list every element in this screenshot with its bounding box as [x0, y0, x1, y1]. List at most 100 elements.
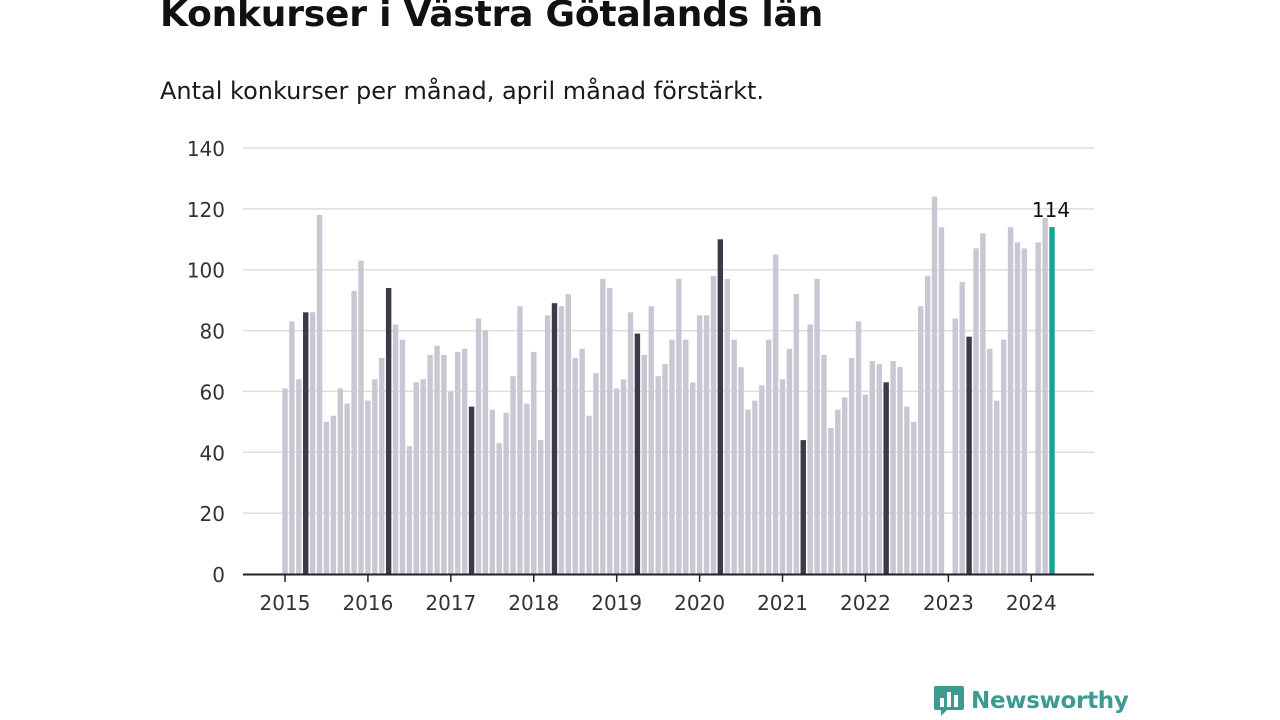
bar-2018-05 [558, 306, 565, 574]
bar-2019-09 [669, 339, 675, 574]
bar-2018-11 [600, 278, 606, 574]
bar-2019-05 [641, 354, 648, 574]
bar-2022-12 [938, 227, 945, 574]
bar-2022-09 [918, 306, 924, 574]
x-tick-label: 2024 [1006, 591, 1057, 615]
bar-2020-08 [745, 409, 751, 574]
bar-2018-02 [537, 440, 544, 574]
newsworthy-logo: Newsworthy [933, 683, 1129, 719]
bar-2017-11 [517, 306, 523, 574]
bar-2015-09 [337, 388, 343, 574]
bar-2022-01 [862, 394, 869, 574]
bar-2022-03 [876, 364, 882, 574]
bar-2019-06 [648, 306, 654, 574]
bar-2015-12 [358, 260, 364, 574]
bar-2020-11 [766, 339, 772, 574]
bar-2020-06 [731, 339, 737, 574]
bar-2015-03 [296, 379, 302, 574]
bar-2021-10 [842, 397, 848, 574]
bar-2020-05 [724, 278, 730, 574]
x-tick-label: 2016 [342, 591, 393, 615]
bar-2019-02 [620, 379, 627, 574]
bar-2021-05 [807, 324, 813, 574]
x-tick-label: 2021 [757, 591, 808, 615]
x-tick-label: 2018 [508, 591, 559, 615]
bar-2017-03 [461, 348, 468, 574]
bar-2018-07 [572, 357, 578, 574]
bar-2020-01 [696, 315, 703, 574]
bar-2016-01 [365, 400, 371, 574]
bar-2017-09 [503, 412, 509, 574]
bar-2023-11 [1014, 242, 1021, 575]
bar-2016-02 [372, 379, 378, 574]
bar-chart: 0 20 40 60 80 100 120 140 114 2015 2016 2017 2018 201… [187, 137, 1094, 615]
y-tick-label: 120 [187, 198, 225, 222]
bar-2023-10 [1007, 227, 1014, 574]
chart-subtitle: Antal konkurser per månad, april månad f… [160, 77, 765, 105]
y-tick-label: 80 [200, 320, 225, 344]
bar-2023-05 [973, 248, 979, 574]
bar-2019-04 [634, 333, 641, 574]
bar-2020-09 [752, 400, 758, 574]
bar-2020-04 [717, 239, 724, 575]
bar-2022-05 [890, 361, 896, 574]
bar-2024-02 [1035, 242, 1041, 575]
bar-2023-12 [1021, 248, 1028, 574]
bar-2023-08 [994, 400, 1000, 574]
bar-2015-04 [303, 312, 309, 574]
bar-2023-09 [1000, 339, 1007, 574]
bar-2021-09 [835, 409, 841, 574]
bar-2016-12 [441, 354, 447, 574]
bar-2017-07 [489, 409, 495, 574]
x-tick-label: 2022 [840, 591, 891, 615]
bar-2022-06 [897, 367, 903, 574]
bar-2022-04 [883, 382, 889, 574]
bar-2016-09 [420, 379, 426, 574]
bar-2018-01 [531, 351, 537, 574]
x-tick-label: 2023 [923, 591, 974, 615]
bar-2015-01 [282, 388, 288, 574]
bar-2018-12 [607, 287, 613, 574]
bar-2018-09 [586, 415, 592, 574]
brand-name: Newsworthy [971, 688, 1129, 714]
x-tick-label: 2017 [425, 591, 476, 615]
bar-2015-10 [344, 403, 350, 574]
bar-2016-08 [413, 382, 419, 574]
bar-2023-04 [966, 336, 972, 574]
bar-2021-02 [786, 348, 793, 574]
bar-2023-07 [987, 348, 993, 574]
bar-2022-11 [931, 196, 938, 574]
bar-2022-02 [869, 361, 876, 574]
bar-2017-12 [524, 403, 530, 574]
bar-2019-07 [655, 376, 661, 574]
y-tick-label: 0 [212, 563, 225, 587]
bar-2022-07 [904, 406, 910, 574]
x-tick-label: 2020 [674, 591, 725, 615]
latest-value-label: 114 [1032, 198, 1070, 222]
bar-2022-08 [911, 421, 917, 574]
bar-2016-04 [385, 287, 392, 574]
bar-2015-06 [316, 214, 323, 574]
bar-2015-11 [351, 291, 357, 574]
bar-2024-03 [1042, 217, 1048, 574]
bar-2017-04 [468, 406, 475, 574]
bar-2020-02 [703, 315, 710, 574]
bar-2023-03 [959, 281, 965, 574]
bar-2021-06 [814, 278, 820, 574]
bar-2017-02 [455, 351, 461, 574]
bar-2020-12 [772, 254, 779, 574]
bar-2018-08 [579, 348, 585, 574]
bar-2019-12 [689, 382, 696, 574]
bar-2016-07 [406, 446, 413, 574]
y-tick-label: 100 [187, 259, 225, 283]
bar-2022-10 [924, 275, 931, 574]
bar-2021-07 [821, 354, 827, 574]
bar-2021-01 [779, 379, 786, 574]
bar-2018-06 [565, 294, 572, 574]
bar-2019-01 [613, 388, 620, 574]
bar-2021-12 [855, 321, 862, 574]
bar-2015-05 [309, 312, 316, 574]
bar-2018-03 [544, 315, 551, 574]
bar-2015-07 [323, 421, 330, 574]
bar-2020-03 [710, 275, 717, 574]
